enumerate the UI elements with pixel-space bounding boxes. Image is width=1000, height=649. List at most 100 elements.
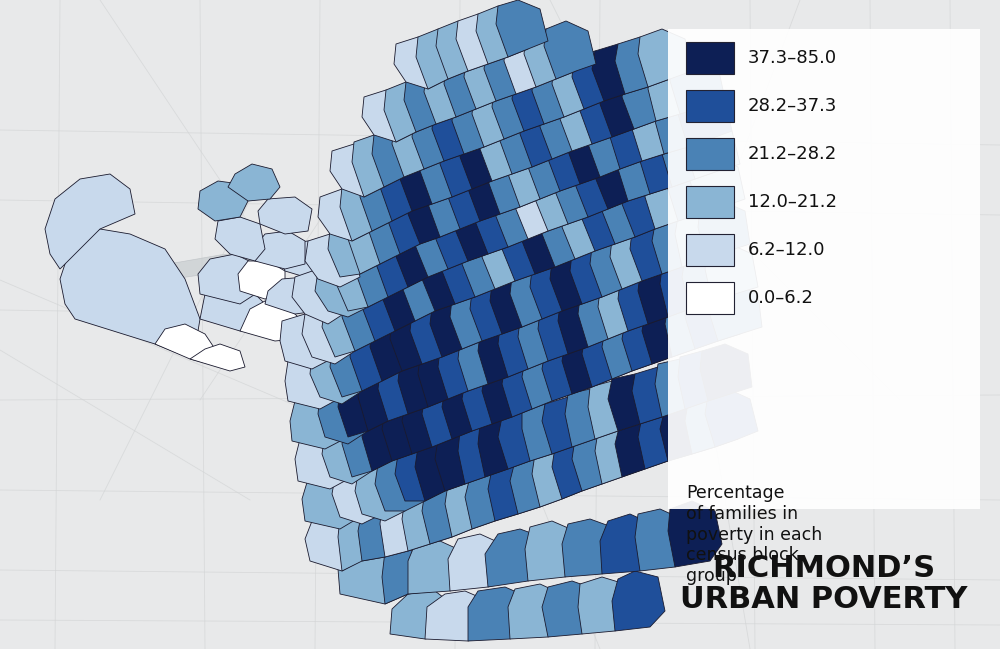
Polygon shape	[502, 359, 552, 417]
Polygon shape	[388, 194, 440, 254]
Polygon shape	[460, 131, 512, 189]
Polygon shape	[518, 311, 568, 369]
Polygon shape	[662, 129, 718, 187]
Polygon shape	[190, 344, 245, 371]
Polygon shape	[362, 90, 416, 142]
Polygon shape	[390, 591, 452, 639]
Polygon shape	[416, 29, 468, 89]
Polygon shape	[550, 254, 602, 311]
Polygon shape	[598, 281, 648, 339]
Polygon shape	[525, 521, 582, 581]
Polygon shape	[315, 264, 368, 317]
Polygon shape	[335, 254, 388, 311]
Polygon shape	[524, 29, 576, 87]
Polygon shape	[600, 79, 656, 137]
Polygon shape	[560, 94, 612, 151]
Polygon shape	[642, 307, 695, 364]
Text: 12.0–21.2: 12.0–21.2	[748, 193, 837, 211]
Polygon shape	[402, 494, 452, 551]
Polygon shape	[508, 149, 560, 207]
Polygon shape	[255, 231, 305, 269]
Polygon shape	[542, 581, 600, 637]
Polygon shape	[528, 141, 580, 199]
Polygon shape	[332, 471, 382, 524]
Polygon shape	[572, 434, 622, 491]
Polygon shape	[375, 457, 425, 511]
Polygon shape	[638, 411, 692, 469]
Polygon shape	[342, 419, 392, 477]
Polygon shape	[398, 357, 448, 414]
Polygon shape	[595, 427, 645, 484]
Polygon shape	[562, 201, 615, 259]
Polygon shape	[435, 211, 488, 269]
Polygon shape	[618, 144, 672, 201]
Polygon shape	[302, 309, 355, 364]
Polygon shape	[362, 279, 415, 341]
Polygon shape	[478, 419, 530, 477]
Polygon shape	[608, 374, 662, 431]
Polygon shape	[305, 519, 360, 571]
Polygon shape	[708, 284, 762, 341]
Polygon shape	[340, 179, 392, 241]
Polygon shape	[328, 221, 380, 277]
Polygon shape	[498, 411, 552, 469]
Polygon shape	[368, 201, 420, 264]
Polygon shape	[292, 269, 348, 324]
Polygon shape	[155, 324, 215, 364]
Polygon shape	[422, 389, 472, 447]
Polygon shape	[302, 474, 360, 529]
Polygon shape	[322, 299, 375, 357]
Polygon shape	[410, 307, 462, 364]
Polygon shape	[428, 179, 480, 237]
Polygon shape	[558, 297, 608, 354]
Polygon shape	[538, 304, 588, 361]
Polygon shape	[45, 174, 135, 269]
Polygon shape	[462, 374, 512, 431]
Polygon shape	[448, 171, 500, 229]
Polygon shape	[322, 429, 372, 484]
Polygon shape	[382, 549, 430, 604]
Polygon shape	[444, 59, 496, 117]
Polygon shape	[496, 0, 548, 57]
Polygon shape	[424, 67, 476, 124]
Polygon shape	[632, 104, 688, 161]
Polygon shape	[602, 187, 655, 244]
Polygon shape	[542, 344, 592, 401]
Polygon shape	[502, 224, 555, 281]
Polygon shape	[480, 124, 532, 181]
Polygon shape	[452, 97, 504, 154]
Polygon shape	[632, 367, 685, 424]
Polygon shape	[456, 14, 508, 71]
Polygon shape	[504, 37, 556, 94]
Polygon shape	[60, 229, 200, 354]
Polygon shape	[358, 371, 408, 431]
Text: RICHMOND’S
URBAN POVERTY: RICHMOND’S URBAN POVERTY	[680, 554, 968, 615]
Polygon shape	[615, 37, 670, 94]
Polygon shape	[685, 291, 740, 349]
Polygon shape	[530, 261, 582, 319]
Polygon shape	[510, 269, 562, 327]
Polygon shape	[472, 89, 524, 147]
Polygon shape	[508, 584, 568, 639]
Polygon shape	[686, 186, 734, 218]
Polygon shape	[478, 327, 528, 384]
Polygon shape	[375, 235, 428, 297]
Polygon shape	[290, 394, 348, 449]
Polygon shape	[372, 127, 424, 187]
Polygon shape	[588, 119, 642, 177]
Polygon shape	[638, 267, 690, 324]
Polygon shape	[360, 169, 412, 231]
Polygon shape	[638, 29, 692, 87]
Polygon shape	[422, 487, 472, 544]
Polygon shape	[280, 314, 335, 369]
Polygon shape	[610, 111, 664, 169]
Polygon shape	[622, 314, 672, 371]
Polygon shape	[685, 397, 738, 454]
Text: 6.2–12.0: 6.2–12.0	[748, 241, 826, 259]
Text: 21.2–28.2: 21.2–28.2	[748, 145, 837, 163]
Polygon shape	[400, 154, 452, 211]
Polygon shape	[690, 157, 745, 214]
Polygon shape	[670, 57, 725, 114]
Polygon shape	[500, 117, 552, 174]
Polygon shape	[568, 127, 620, 184]
